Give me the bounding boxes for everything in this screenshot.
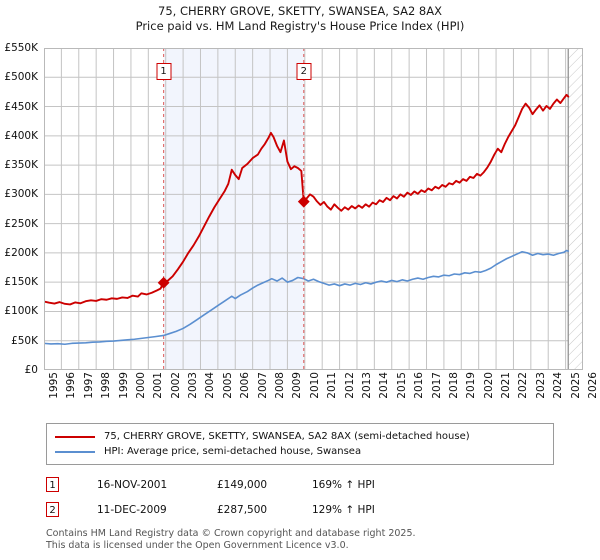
y-tick-label: £50K [11, 335, 38, 347]
chart-legend: 75, CHERRY GROVE, SKETTY, SWANSEA, SA2 8… [46, 423, 554, 465]
title-line-1: 75, CHERRY GROVE, SKETTY, SWANSEA, SA2 8… [0, 4, 600, 19]
x-tick-label: 1996 [65, 372, 77, 399]
x-tick-label: 2025 [570, 372, 582, 399]
x-tick-label: 2011 [326, 372, 338, 399]
x-tick-label: 2018 [448, 372, 460, 399]
x-tick-label: 2024 [552, 372, 564, 399]
x-tick-label: 2001 [152, 372, 164, 399]
x-tick-label: 2005 [222, 372, 234, 399]
x-tick-label: 2002 [170, 372, 182, 399]
footer-line-1: Contains HM Land Registry data © Crown c… [46, 528, 586, 540]
x-tick-label: 2010 [309, 372, 321, 399]
transaction-hpi-1: 169% ↑ HPI [312, 479, 375, 491]
x-tick-label: 2009 [291, 372, 303, 399]
event-marker-1: 1 [156, 63, 171, 80]
chart-plot-area [44, 48, 583, 370]
footer-line-2: This data is licensed under the Open Gov… [46, 540, 586, 552]
x-tick-label: 2021 [500, 372, 512, 399]
transaction-date-1: 16-NOV-2001 [97, 479, 217, 491]
transaction-marker-1: 1 [46, 477, 59, 492]
y-tick-label: £100K [4, 305, 38, 317]
chart-page: 75, CHERRY GROVE, SKETTY, SWANSEA, SA2 8… [0, 0, 600, 560]
transactions-table: 1 16-NOV-2001 £149,000 169% ↑ HPI 2 11-D… [46, 472, 566, 522]
x-tick-label: 2022 [517, 372, 529, 399]
transaction-date-2: 11-DEC-2009 [97, 504, 217, 516]
transaction-price-2: £287,500 [217, 504, 312, 516]
page-title: 75, CHERRY GROVE, SKETTY, SWANSEA, SA2 8… [0, 4, 600, 34]
x-tick-label: 2004 [204, 372, 216, 399]
x-axis-labels: 1995 1996 1997 1998 1999 2000 2001 2002 2003 2004… [44, 372, 583, 412]
transaction-hpi-2: 129% ↑ HPI [312, 504, 375, 516]
legend-item-hpi: HPI: Average price, semi-detached house,… [55, 444, 545, 459]
y-tick-label: £0 [25, 364, 38, 376]
x-tick-label: 1997 [83, 372, 95, 399]
x-tick-label: 2016 [413, 372, 425, 399]
x-tick-label: 2003 [187, 372, 199, 399]
x-tick-label: 2017 [431, 372, 443, 399]
x-tick-label: 1999 [118, 372, 130, 399]
x-tick-label: 2015 [396, 372, 408, 399]
x-tick-label: 2019 [465, 372, 477, 399]
plot-canvas [44, 48, 583, 370]
y-tick-label: £200K [4, 247, 38, 259]
y-tick-label: £500K [4, 71, 38, 83]
legend-item-price-paid: 75, CHERRY GROVE, SKETTY, SWANSEA, SA2 8… [55, 429, 545, 444]
x-tick-label: 2023 [535, 372, 547, 399]
transaction-price-1: £149,000 [217, 479, 312, 491]
y-tick-label: £250K [4, 218, 38, 230]
x-tick-label: 2007 [257, 372, 269, 399]
x-tick-label: 1995 [48, 372, 60, 399]
transaction-marker-2: 2 [46, 502, 59, 517]
x-tick-label: 2000 [135, 372, 147, 399]
table-row: 1 16-NOV-2001 £149,000 169% ↑ HPI [46, 472, 566, 497]
legend-label-price-paid: 75, CHERRY GROVE, SKETTY, SWANSEA, SA2 8… [104, 431, 470, 442]
table-row: 2 11-DEC-2009 £287,500 129% ↑ HPI [46, 497, 566, 522]
y-tick-label: £450K [4, 101, 38, 113]
x-tick-label: 2012 [344, 372, 356, 399]
x-tick-label: 2013 [361, 372, 373, 399]
x-tick-label: 2026 [587, 372, 599, 399]
event-marker-2: 2 [296, 63, 311, 80]
x-tick-label: 2014 [378, 372, 390, 399]
y-tick-label: £400K [4, 130, 38, 142]
footer-attribution: Contains HM Land Registry data © Crown c… [46, 528, 586, 551]
title-line-2: Price paid vs. HM Land Registry's House … [0, 19, 600, 34]
legend-swatch-price-paid [55, 436, 95, 438]
y-tick-label: £300K [4, 188, 38, 200]
x-tick-label: 2020 [483, 372, 495, 399]
x-tick-label: 2006 [239, 372, 251, 399]
y-axis-labels: £0£50K£100K£150K£200K£250K£300K£350K£400… [0, 48, 40, 370]
y-tick-label: £350K [4, 159, 38, 171]
legend-label-hpi: HPI: Average price, semi-detached house,… [104, 446, 361, 457]
y-tick-label: £550K [4, 42, 38, 54]
y-tick-label: £150K [4, 276, 38, 288]
x-tick-label: 2008 [274, 372, 286, 399]
legend-swatch-hpi [55, 451, 95, 453]
x-tick-label: 1998 [100, 372, 112, 399]
chart-svg [44, 48, 583, 370]
